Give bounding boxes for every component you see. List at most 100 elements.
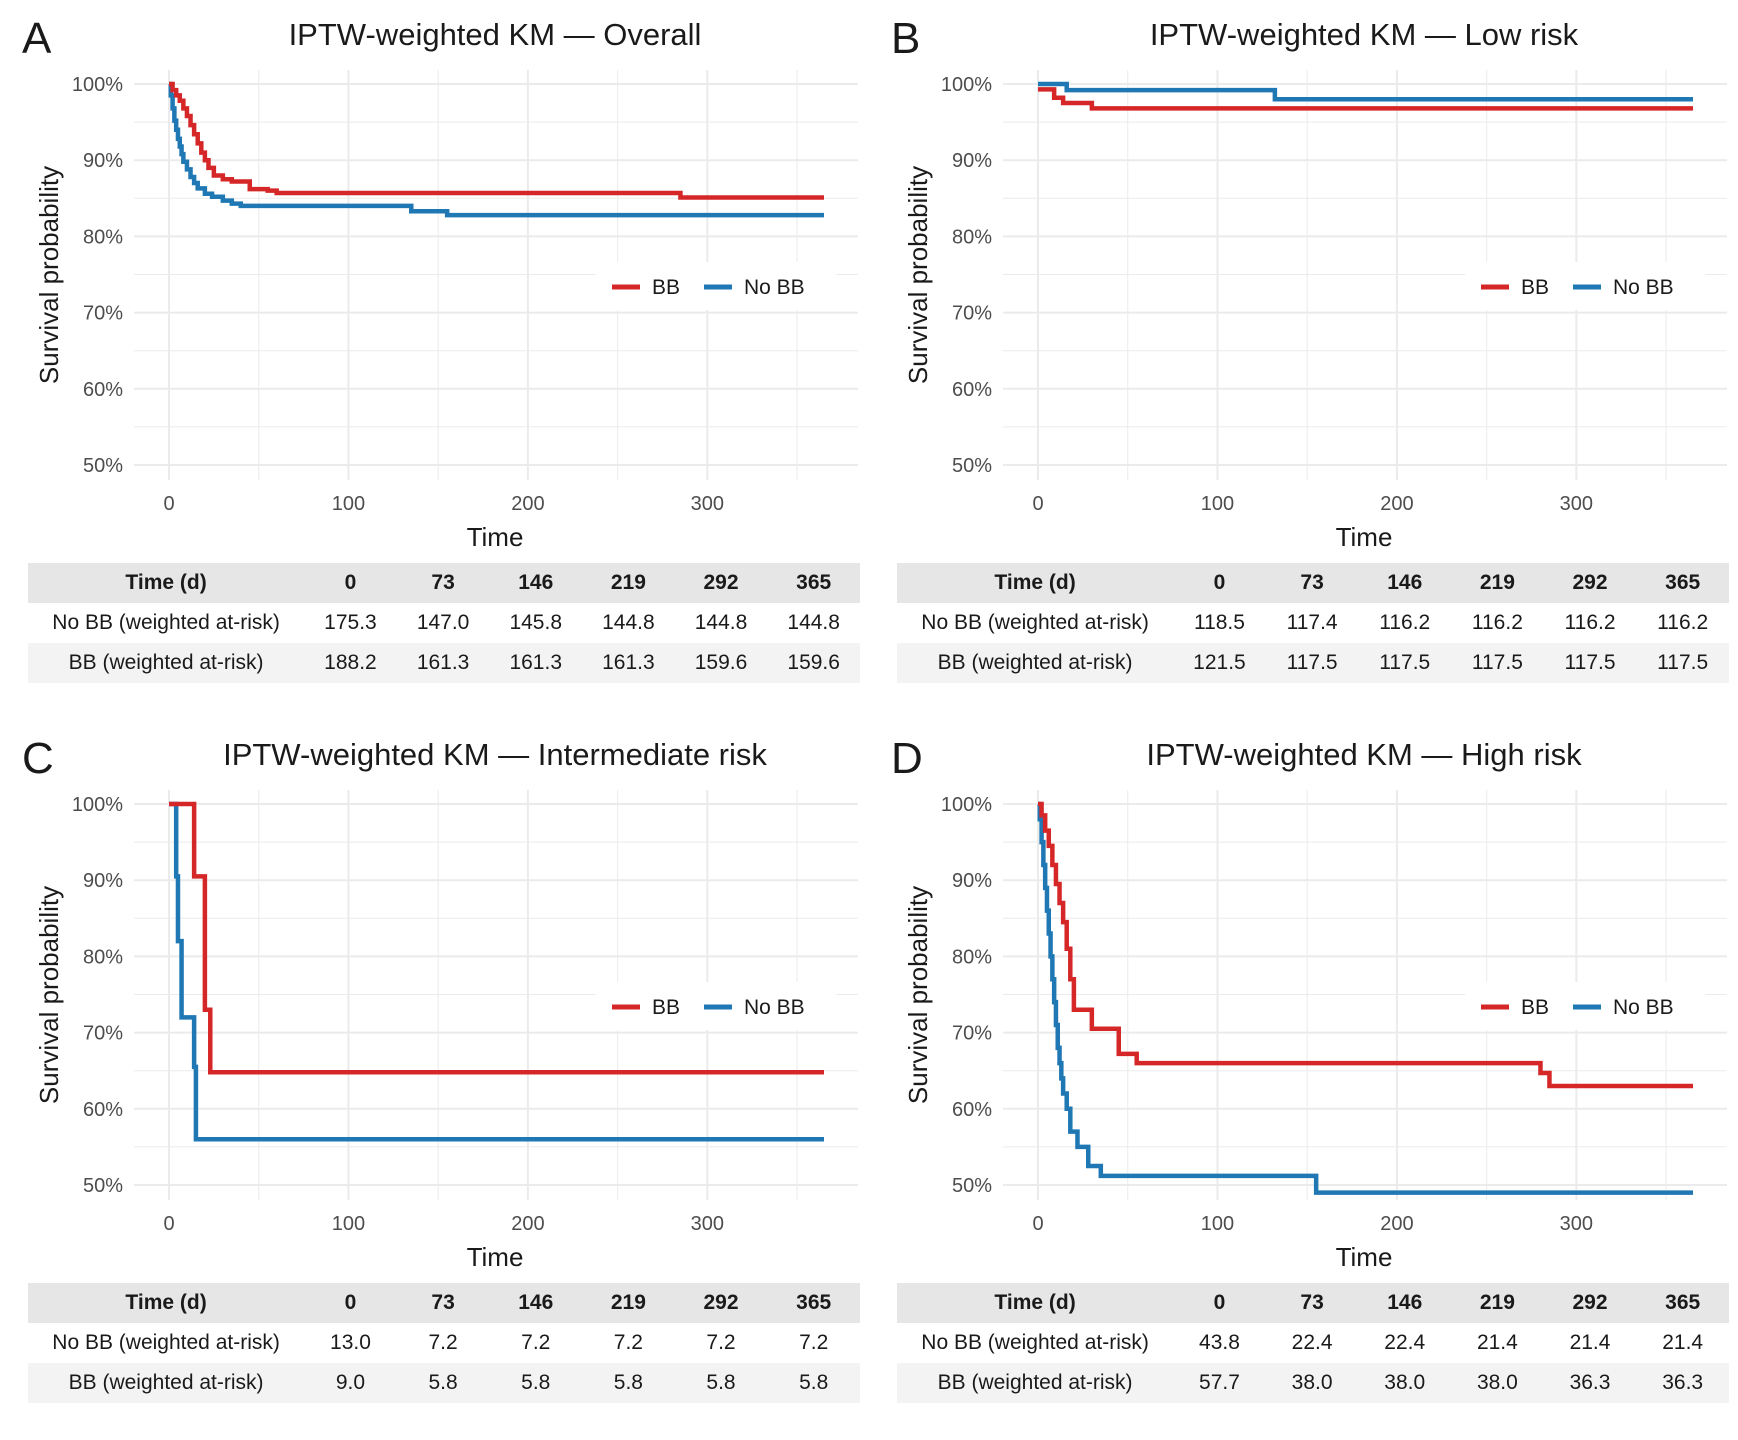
risk-table-b: Time (d) 0 73 146 219 292 365 No BB (wei…: [897, 563, 1729, 683]
table-cell: 144.8: [694, 611, 748, 634]
panel-letter: A: [22, 14, 52, 63]
table-cell: 121.5: [1193, 651, 1246, 674]
grid: [134, 70, 858, 480]
table-cell: 43.8: [1199, 1331, 1240, 1354]
table-cell: 161.3: [602, 651, 655, 674]
header-cell: 365: [796, 571, 832, 594]
y-tick-label: 100%: [941, 794, 992, 816]
panel-c: IPTW-weighted KM — Intermediate risk 50% 6…: [0, 720, 869, 1440]
x-tick-label: 200: [511, 1213, 544, 1235]
table-cell: 38.0: [1291, 1371, 1333, 1394]
y-tick-label: 90%: [83, 870, 123, 892]
table-cell: 117.5: [1471, 651, 1523, 674]
header-cell: 0: [1213, 1291, 1226, 1314]
table-row: No BB (weighted at-risk) 43.8 22.4 22.4 …: [897, 1323, 1729, 1363]
table-cell: 7.2: [428, 1331, 458, 1354]
table-cell: 36.3: [1662, 1371, 1704, 1394]
table-cell: 5.8: [613, 1371, 643, 1394]
header-cell: 146: [518, 571, 554, 594]
header-cell: 146: [1387, 1291, 1423, 1314]
table-cell: 22.4: [1384, 1331, 1426, 1354]
table-cell: 116.2: [1564, 611, 1616, 634]
table-cell: 116.2: [1379, 611, 1431, 634]
table-row: No BB (weighted at-risk) 118.5 117.4 116…: [897, 603, 1729, 643]
x-tick-label: 100: [1201, 1213, 1234, 1235]
table-cell: 147.0: [416, 611, 470, 634]
risk-table-header: Time (d) 0 73 146 219 292 365: [897, 563, 1729, 603]
table-cell: 21.4: [1569, 1331, 1611, 1354]
y-tick-label: 80%: [952, 946, 992, 968]
table-row: No BB (weighted at-risk) 13.0 7.2 7.2 7.…: [28, 1323, 860, 1363]
table-cell: 21.4: [1476, 1331, 1518, 1354]
chart-title: IPTW-weighted KM — High risk: [1146, 737, 1582, 772]
header-cell: 292: [703, 571, 739, 594]
y-tick-label: 90%: [952, 150, 992, 172]
x-tick-label: 0: [1032, 1213, 1043, 1235]
legend: BB No BB: [1465, 982, 1705, 1030]
y-axis-label: Survival probability: [34, 166, 64, 384]
header-cell: 219: [610, 571, 646, 594]
row-label: BB (weighted at-risk): [937, 651, 1133, 674]
header-cell: 73: [431, 571, 455, 594]
series-line-bb: [169, 81, 824, 200]
panel-letter: D: [891, 734, 923, 783]
legend-label: No BB: [744, 996, 805, 1019]
header-cell: 73: [1300, 1291, 1324, 1314]
legend: BB No BB: [596, 982, 836, 1030]
km-plot-d: IPTW-weighted KM — High risk 50% 60% 70% 80%…: [903, 737, 1727, 1272]
row-label: BB (weighted at-risk): [68, 1371, 264, 1394]
table-cell: 57.7: [1199, 1371, 1240, 1394]
table-cell: 5.8: [428, 1371, 458, 1394]
legend: BB No BB: [596, 262, 836, 310]
y-tick-label: 80%: [952, 226, 992, 248]
y-axis-label: Survival probability: [34, 886, 64, 1104]
table-cell: 116.2: [1657, 611, 1709, 634]
table-cell: 161.3: [509, 651, 563, 674]
header-cell: 0: [1213, 571, 1226, 594]
panel-letter: B: [891, 14, 921, 63]
table-cell: 7.2: [706, 1331, 736, 1354]
x-tick-label: 0: [163, 493, 174, 515]
risk-table-header: Time (d) 0 73 146 219 292 365: [28, 563, 860, 603]
header-time: Time (d): [125, 571, 207, 594]
series-line-no-bb: [1038, 81, 1693, 102]
table-row: BB (weighted at-risk) 188.2 161.3 161.3 …: [28, 643, 860, 683]
header-cell: 146: [518, 1291, 554, 1314]
header-cell: 219: [1479, 571, 1515, 594]
chart-title: IPTW-weighted KM — Low risk: [1150, 17, 1579, 52]
header-cell: 292: [703, 1291, 739, 1314]
panel-b: IPTW-weighted KM — Low risk 50% 60% 70% 80% 9…: [869, 0, 1738, 720]
y-tick-label: 80%: [83, 946, 123, 968]
y-tick-label: 70%: [952, 303, 992, 325]
panel-a: IPTW-weighted KM — Overall 50% 60% 70% 80% 90…: [0, 0, 869, 720]
legend-label: No BB: [1613, 276, 1674, 299]
y-axis-label: Survival probability: [903, 166, 933, 384]
table-cell: 13.0: [330, 1331, 371, 1354]
series-line-no-bb: [1037, 801, 1693, 1195]
table-cell: 5.8: [521, 1371, 551, 1394]
series-line-bb: [169, 801, 824, 1075]
table-cell: 117.5: [1286, 651, 1338, 674]
y-tick-label: 50%: [952, 455, 992, 477]
y-tick-label: 100%: [72, 74, 123, 96]
km-plot-c: IPTW-weighted KM — Intermediate risk 50% 6…: [34, 737, 858, 1272]
table-row: BB (weighted at-risk) 121.5 117.5 117.5 …: [897, 643, 1729, 683]
header-cell: 146: [1387, 571, 1423, 594]
table-cell: 7.2: [613, 1331, 643, 1354]
x-tick-label: 300: [1560, 493, 1593, 515]
table-cell: 161.3: [416, 651, 470, 674]
legend-label: No BB: [744, 276, 805, 299]
grid: [1003, 70, 1727, 480]
table-cell: 117.5: [1564, 651, 1616, 674]
table-cell: 159.6: [694, 651, 748, 674]
risk-table-d: Time (d) 0 73 146 219 292 365 No BB (wei…: [897, 1283, 1729, 1403]
header-cell: 365: [1665, 1291, 1701, 1314]
table-cell: 116.2: [1471, 611, 1523, 634]
grid: [134, 790, 858, 1200]
header-cell: 292: [1572, 571, 1608, 594]
x-axis-label: Time: [1336, 522, 1393, 552]
row-label: BB (weighted at-risk): [68, 651, 264, 674]
table-cell: 175.3: [324, 611, 377, 634]
table-cell: 9.0: [335, 1371, 366, 1394]
header-cell: 73: [431, 1291, 455, 1314]
